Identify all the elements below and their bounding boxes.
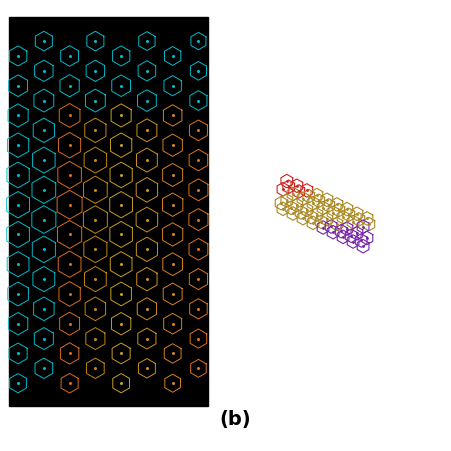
Text: (b): (b) <box>219 410 250 428</box>
Bar <box>9 18 207 406</box>
